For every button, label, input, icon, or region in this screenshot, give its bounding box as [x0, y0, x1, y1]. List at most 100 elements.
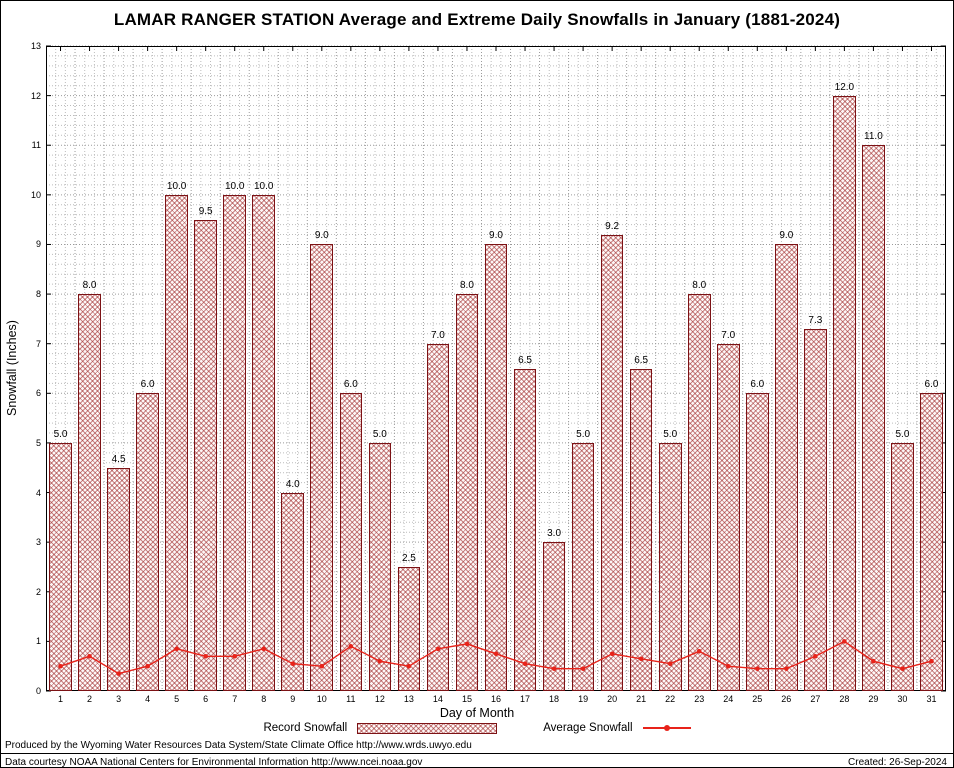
record-bar-day-17	[513, 368, 537, 691]
y-tick-label: 13	[30, 41, 41, 51]
x-tick-label: 23	[694, 694, 705, 704]
x-tick-label: 18	[549, 694, 560, 704]
y-tick-label: 1	[35, 636, 41, 647]
record-bar-day-10	[310, 244, 334, 691]
x-tick-label: 17	[520, 694, 531, 704]
record-snowfall-swatch	[357, 722, 498, 734]
x-tick-label: 28	[839, 694, 850, 704]
x-tick-label: 15	[461, 694, 472, 704]
footer-produced-by: Produced by the Wyoming Water Resources …	[5, 740, 472, 751]
record-bar-day-18	[542, 542, 566, 691]
bar-value-label: 9.0	[314, 230, 329, 242]
bar-value-label: 3.0	[547, 528, 562, 540]
bar-value-label: 9.0	[489, 230, 503, 242]
y-tick-label: 0	[35, 686, 41, 696]
bar-value-label: 7.0	[721, 329, 736, 341]
x-tick-label: 25	[752, 694, 763, 704]
bar-value-label: 9.2	[605, 220, 620, 232]
legend-average-label: Average Snowfall	[543, 722, 633, 734]
x-tick-label: 30	[897, 694, 908, 704]
record-bar-day-14	[426, 343, 450, 691]
bar-value-label: 6.0	[750, 379, 765, 391]
bar-value-label: 10.0	[254, 180, 274, 192]
bar-value-label: 6.5	[634, 354, 649, 366]
y-tick-label: 4	[35, 487, 41, 498]
x-tick-label: 13	[403, 694, 414, 704]
legend-record-label: Record Snowfall	[263, 722, 348, 734]
y-tick-label: 3	[35, 537, 41, 548]
record-bar-day-6	[194, 219, 217, 691]
bar-value-label: 6.5	[518, 354, 532, 366]
x-axis-title: Day of Month	[439, 706, 515, 720]
y-tick-label: 10	[30, 189, 41, 200]
record-bar-day-8	[252, 194, 276, 691]
x-tick-label: 14	[432, 694, 443, 704]
record-bar-day-1	[49, 442, 72, 691]
plot-area: 5.0 1 8.0 2 4.5 3 6.0 4 10.0 5 9.5 6 10.0 7 10.0 8 4.0 9 9…	[46, 45, 946, 704]
record-bar-day-25	[745, 393, 769, 691]
bar-value-label: 10.0	[166, 180, 187, 192]
x-tick-label: 11	[346, 694, 356, 704]
x-tick-label: 2	[87, 694, 93, 704]
y-axis-title: Snowfall (Inches)	[5, 320, 19, 416]
record-bar-day-24	[716, 343, 740, 691]
bar-value-label: 6.0	[343, 379, 358, 391]
x-tick-label: 20	[607, 694, 618, 704]
record-bar-day-3	[107, 467, 130, 691]
record-bar-day-12	[368, 442, 392, 691]
y-tick-label: 2	[35, 586, 41, 597]
record-bar-day-30	[891, 442, 914, 691]
average-snowfall-swatch	[642, 725, 691, 731]
record-bar-day-31	[920, 393, 943, 691]
y-tick-label: 11	[31, 140, 41, 151]
record-bar-day-5	[165, 194, 188, 691]
bar-value-label: 5.0	[372, 428, 387, 440]
bar-value-label: 11.0	[864, 131, 883, 143]
bar-value-label: 7.3	[808, 314, 823, 326]
record-bar-day-7	[223, 194, 247, 691]
record-bar-day-26	[775, 244, 798, 691]
x-tick-label: 3	[116, 694, 122, 704]
bar-value-label: 7.0	[430, 329, 445, 341]
x-tick-label: 5	[174, 694, 180, 704]
x-tick-label: 1	[58, 694, 64, 704]
y-tick-label: 7	[35, 338, 41, 349]
legend: Record Snowfall Average Snowfall	[1, 722, 953, 734]
x-tick-label: 22	[665, 694, 676, 704]
record-bar-day-21	[629, 368, 653, 691]
bar-value-label: 8.0	[460, 280, 474, 292]
bar-value-label: 5.0	[53, 428, 68, 440]
x-tick-label: 19	[578, 694, 589, 704]
footer-divider	[1, 753, 953, 754]
record-bar-day-20	[600, 234, 624, 691]
y-tick-label: 5	[35, 437, 41, 448]
x-tick-label: 8	[261, 694, 267, 704]
record-bar-day-19	[571, 442, 595, 691]
x-tick-label: 9	[290, 694, 296, 704]
bar-value-label: 8.0	[692, 280, 707, 292]
bar-value-label: 4.0	[285, 478, 300, 490]
bar-value-label: 10.0	[224, 180, 245, 192]
x-tick-label: 24	[723, 694, 734, 704]
x-tick-label: 29	[868, 694, 879, 704]
y-tick-label: 8	[35, 289, 41, 300]
bar-value-label: 5.0	[663, 428, 678, 440]
x-tick-label: 12	[374, 694, 385, 704]
record-bar-day-2	[78, 294, 101, 691]
y-tick-label: 12	[30, 90, 41, 101]
y-tick-label: 9	[35, 239, 41, 250]
bar-value-label: 2.5	[401, 552, 416, 564]
y-tick-label: 6	[35, 388, 41, 399]
x-tick-label: 16	[490, 694, 502, 704]
x-tick-label: 10	[316, 694, 327, 704]
record-bar-day-4	[136, 393, 159, 691]
x-tick-label: 4	[145, 694, 151, 704]
record-bar-day-16	[484, 244, 508, 691]
bar-value-label: 9.5	[198, 205, 213, 217]
record-bar-day-15	[455, 294, 479, 691]
record-bar-day-27	[804, 328, 827, 691]
x-tick-label: 27	[810, 694, 821, 704]
bar-value-label: 6.0	[924, 379, 939, 391]
bar-value-label: 8.0	[82, 280, 97, 292]
